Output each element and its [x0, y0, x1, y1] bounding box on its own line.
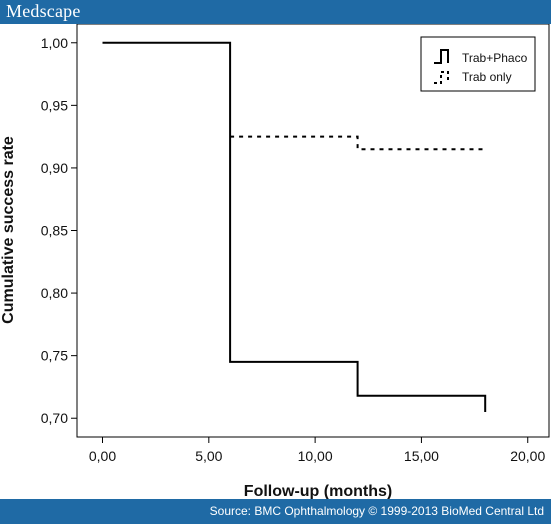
series-line-trab-only	[230, 135, 486, 151]
x-axis-title: Follow-up (months)	[244, 483, 392, 499]
y-tick-label: 0,90	[41, 160, 68, 176]
y-tick-label: 0,70	[41, 410, 68, 426]
series-line-trab-phaco	[102, 41, 487, 412]
y-axis: 0,70 0,75 0,80 0,85 0,90 0,95 1,00	[41, 35, 77, 426]
x-tick-label: 10,00	[298, 448, 333, 464]
y-axis-title: Cumulative success rate	[0, 136, 17, 324]
x-tick-label: 15,00	[404, 448, 439, 464]
y-tick-label: 1,00	[41, 35, 68, 51]
header-bar: Medscape	[0, 0, 551, 24]
legend-label-trab-only: Trab only	[462, 70, 512, 84]
legend: Trab+Phaco Trab only	[420, 36, 536, 92]
footer-bar: Source: BMC Ophthalmology © 1999-2013 Bi…	[0, 499, 551, 524]
plot-area	[76, 24, 550, 438]
source-credit: Source: BMC Ophthalmology © 1999-2013 Bi…	[209, 504, 544, 518]
y-tick-label: 0,80	[41, 285, 68, 301]
series-layer	[102, 41, 487, 412]
y-tick-label: 0,75	[41, 348, 68, 364]
legend-symbol-trab-only	[434, 71, 449, 84]
x-tick-label: 0,00	[89, 448, 116, 464]
legend-label-trab-phaco: Trab+Phaco	[462, 51, 528, 65]
x-tick-label: 5,00	[195, 448, 222, 464]
y-tick-label: 0,95	[41, 97, 68, 113]
y-tick-label: 0,85	[41, 223, 68, 239]
x-axis: 0,00 5,00 10,00 15,00 20,00	[89, 437, 545, 464]
medscape-logo: Medscape	[6, 1, 81, 21]
legend-symbol-trab-phaco	[434, 49, 449, 64]
x-tick-label: 20,00	[510, 448, 545, 464]
survival-chart: 0,70 0,75 0,80 0,85 0,90 0,95 1,00 0,00 5,00 10,…	[0, 24, 550, 499]
